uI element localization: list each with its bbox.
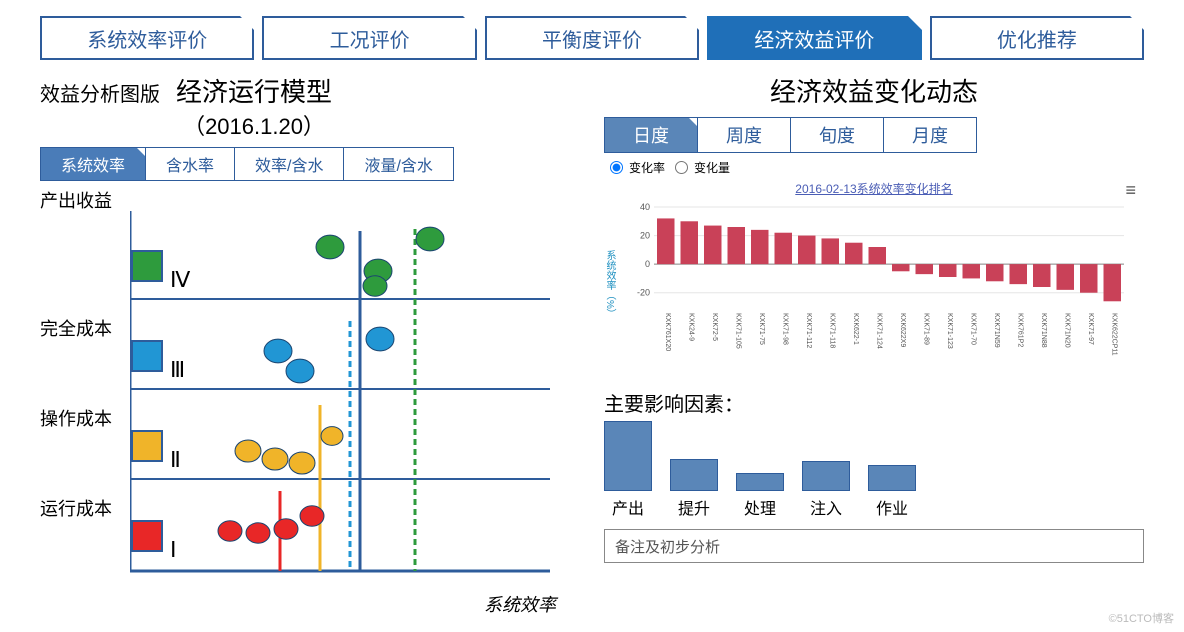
- chart-menu-icon[interactable]: ≡: [1125, 180, 1136, 201]
- cost-line-label: 操作成本: [40, 405, 112, 431]
- main-tab-1[interactable]: 工况评价: [262, 16, 476, 60]
- factors-chart: 产出 提升 处理 注入 作业: [604, 421, 1144, 519]
- svg-text:KXK71-105: KXK71-105: [734, 313, 741, 349]
- tier-label: Ⅳ: [170, 267, 190, 293]
- right-tab-0[interactable]: 日度: [605, 118, 698, 152]
- factor-bar: [670, 459, 718, 491]
- svg-text:KXK761X20: KXK761X20: [664, 313, 671, 351]
- left-sub-tabs: 系统效率含水率效率/含水液量/含水: [40, 147, 454, 181]
- left-date: （2016.1.20）: [176, 109, 332, 141]
- svg-text:KXK71-97: KXK71-97: [1087, 313, 1094, 345]
- svg-text:KXK622-1: KXK622-1: [852, 313, 859, 345]
- svg-text:KXK761P2: KXK761P2: [1016, 313, 1023, 347]
- svg-text:20: 20: [640, 231, 650, 241]
- svg-text:KXK71-123: KXK71-123: [946, 313, 953, 349]
- left-subtab-0[interactable]: 系统效率: [41, 148, 146, 180]
- factor-label: 处理: [744, 495, 776, 519]
- tier-label: Ⅱ: [170, 447, 181, 473]
- left-subtab-3[interactable]: 液量/含水: [344, 148, 452, 180]
- svg-text:KXK71-118: KXK71-118: [828, 313, 835, 348]
- svg-text:KXK71-75: KXK71-75: [758, 313, 765, 345]
- scatter-chart: 产出收益 Ⅳ Ⅲ Ⅱ Ⅰ 完全成本操作成本运行成本 系统效率: [40, 187, 580, 617]
- watermark: ©51CTO博客: [1109, 610, 1174, 626]
- svg-text:KXK71-124: KXK71-124: [875, 313, 882, 349]
- factor-4: 作业: [868, 465, 916, 519]
- factor-bar: [868, 465, 916, 491]
- factor-label: 提升: [678, 495, 710, 519]
- left-subtitle: 效益分析图版: [40, 78, 160, 107]
- main-tab-0[interactable]: 系统效率评价: [40, 16, 254, 60]
- radio-row: 变化率 变化量: [604, 159, 1144, 176]
- cost-line-label: 完全成本: [40, 315, 112, 341]
- tier-label: Ⅰ: [170, 537, 177, 563]
- svg-text:KXK71-98: KXK71-98: [781, 313, 788, 345]
- factor-3: 注入: [802, 461, 850, 519]
- bar-chart: 2016-02-13系统效率变化排名 ≡ 系统效率（%） 40 20 0 -20 KXK…: [604, 180, 1144, 380]
- radio-0[interactable]: [610, 161, 623, 174]
- right-panel: 经济效益变化动态 日度周度旬度月度 变化率 变化量 2016-02-13系统效率变…: [604, 68, 1144, 617]
- radio-1[interactable]: [675, 161, 688, 174]
- factor-label: 作业: [876, 495, 908, 519]
- factor-bar: [604, 421, 652, 491]
- svg-text:40: 40: [640, 202, 650, 212]
- left-panel: 效益分析图版 经济运行模型 （2016.1.20） 系统效率含水率效率/含水液量…: [40, 68, 580, 617]
- bar-chart-title: 2016-02-13系统效率变化排名: [604, 180, 1144, 197]
- svg-text:KXK24-9: KXK24-9: [687, 313, 694, 341]
- factor-bar: [802, 461, 850, 491]
- right-tab-2[interactable]: 旬度: [791, 118, 884, 152]
- factor-label: 注入: [810, 495, 842, 519]
- svg-text:KXK71N59: KXK71N59: [993, 313, 1000, 348]
- svg-text:0: 0: [645, 259, 650, 269]
- factor-0: 产出: [604, 421, 652, 519]
- main-tab-3[interactable]: 经济效益评价: [707, 16, 921, 60]
- right-title: 经济效益变化动态: [604, 72, 1144, 109]
- main-tab-4[interactable]: 优化推荐: [930, 16, 1144, 60]
- factor-label: 产出: [612, 495, 644, 519]
- left-title: 经济运行模型: [176, 72, 332, 109]
- left-subtab-2[interactable]: 效率/含水: [235, 148, 344, 180]
- x-axis-title: 系统效率: [484, 591, 556, 617]
- svg-text:KXK71-70: KXK71-70: [969, 313, 976, 345]
- bar-y-label: 系统效率（%）: [602, 250, 617, 319]
- svg-text:KXK71-112: KXK71-112: [805, 313, 812, 348]
- left-subtab-1[interactable]: 含水率: [146, 148, 235, 180]
- factor-bar: [736, 473, 784, 491]
- right-tabs: 日度周度旬度月度: [604, 117, 977, 153]
- right-tab-3[interactable]: 月度: [884, 118, 976, 152]
- svg-text:KXK622CP11: KXK622CP11: [1110, 313, 1117, 356]
- note-box[interactable]: 备注及初步分析: [604, 529, 1144, 563]
- svg-text:KXK71N88: KXK71N88: [1040, 313, 1047, 348]
- radio-label-0: 变化率: [629, 159, 665, 176]
- svg-text:KXK622X9: KXK622X9: [899, 313, 906, 347]
- factor-2: 处理: [736, 473, 784, 519]
- y-axis-title: 产出收益: [40, 187, 112, 213]
- cost-line-label: 运行成本: [40, 495, 112, 521]
- svg-text:-20: -20: [637, 288, 650, 298]
- svg-text:KXK71N20: KXK71N20: [1063, 313, 1070, 348]
- svg-text:KXK72-5: KXK72-5: [711, 313, 718, 341]
- right-tab-1[interactable]: 周度: [698, 118, 791, 152]
- main-tab-2[interactable]: 平衡度评价: [485, 16, 699, 60]
- main-tab-bar: 系统效率评价工况评价平衡度评价经济效益评价优化推荐: [0, 0, 1184, 68]
- svg-text:KXK71-89: KXK71-89: [922, 313, 929, 345]
- radio-label-1: 变化量: [694, 159, 730, 176]
- tier-label: Ⅲ: [170, 357, 185, 383]
- factors-title: 主要影响因素：: [604, 388, 1144, 417]
- factor-1: 提升: [670, 459, 718, 519]
